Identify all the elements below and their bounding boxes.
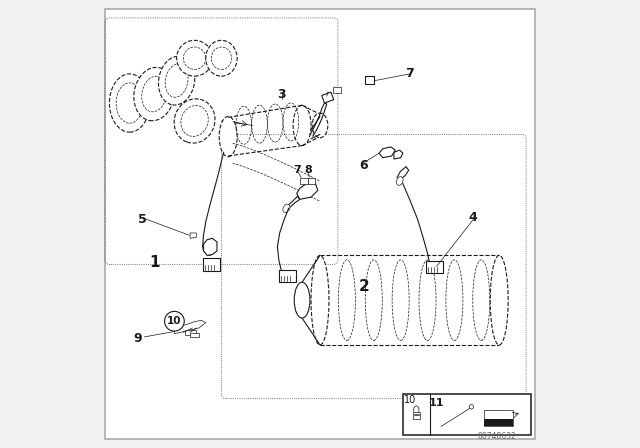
Ellipse shape	[469, 405, 474, 409]
Ellipse shape	[206, 40, 237, 76]
Polygon shape	[190, 233, 196, 238]
Ellipse shape	[174, 99, 215, 143]
Ellipse shape	[413, 406, 419, 414]
Text: 1: 1	[149, 254, 159, 270]
Ellipse shape	[396, 177, 403, 185]
Ellipse shape	[181, 106, 208, 136]
Ellipse shape	[219, 116, 237, 157]
Bar	[190, 333, 199, 337]
Polygon shape	[379, 147, 396, 158]
Bar	[308, 178, 315, 184]
Bar	[203, 258, 220, 271]
Text: 10: 10	[167, 316, 182, 326]
Ellipse shape	[184, 47, 206, 69]
Ellipse shape	[159, 56, 195, 105]
Ellipse shape	[311, 255, 329, 345]
Ellipse shape	[490, 255, 508, 345]
Bar	[300, 178, 308, 184]
Bar	[413, 412, 420, 419]
Polygon shape	[204, 238, 217, 255]
Bar	[322, 92, 333, 103]
Text: 8: 8	[305, 165, 312, 175]
Text: 11: 11	[429, 398, 444, 408]
Ellipse shape	[294, 282, 310, 318]
Ellipse shape	[116, 83, 143, 123]
Ellipse shape	[141, 76, 167, 112]
Bar	[279, 270, 296, 282]
Ellipse shape	[283, 204, 290, 212]
Bar	[484, 419, 513, 426]
Circle shape	[164, 311, 184, 331]
Text: 4: 4	[469, 211, 477, 224]
Text: 6: 6	[360, 159, 368, 172]
Text: 2: 2	[358, 279, 369, 294]
Text: 7: 7	[405, 67, 414, 81]
Ellipse shape	[165, 64, 188, 97]
Bar	[333, 87, 340, 93]
Text: 5: 5	[138, 213, 147, 226]
Bar	[426, 261, 443, 273]
Bar	[185, 330, 196, 335]
Bar	[365, 76, 374, 84]
Text: 00748632: 00748632	[477, 432, 516, 441]
Polygon shape	[484, 410, 513, 426]
Bar	[403, 394, 531, 435]
Ellipse shape	[211, 47, 232, 69]
Text: 7: 7	[294, 165, 301, 175]
Polygon shape	[297, 184, 317, 199]
Text: 10: 10	[403, 395, 416, 405]
Ellipse shape	[177, 40, 212, 76]
Text: 9: 9	[134, 332, 143, 345]
Ellipse shape	[134, 67, 175, 121]
Ellipse shape	[109, 74, 150, 132]
Ellipse shape	[293, 105, 311, 146]
Text: 3: 3	[278, 87, 286, 101]
Polygon shape	[394, 150, 403, 159]
Polygon shape	[174, 320, 206, 334]
Ellipse shape	[312, 113, 328, 138]
